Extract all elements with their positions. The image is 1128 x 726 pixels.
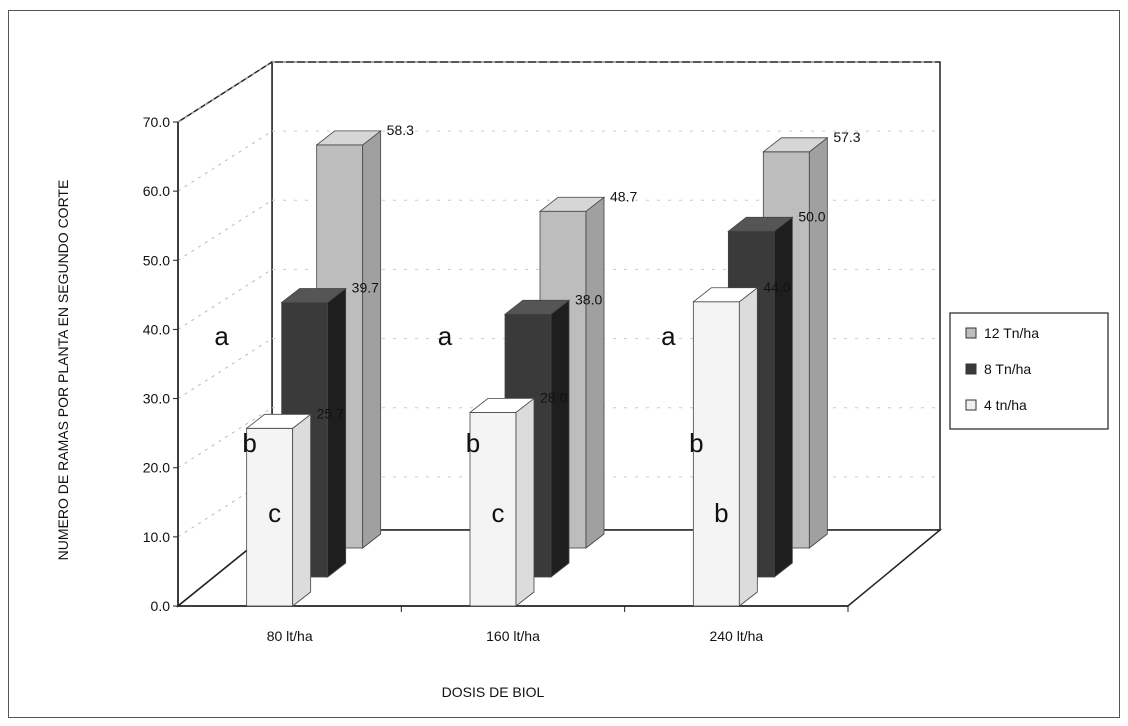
legend-label: 12 Tn/ha bbox=[984, 325, 1039, 341]
x-tick-labels: 80 lt/ha 160 lt/ha 240 lt/ha bbox=[267, 606, 849, 644]
y-axis-title: NUMERO DE RAMAS POR PLANTA EN SEGUNDO CO… bbox=[55, 180, 71, 561]
significance-letter: c bbox=[492, 498, 505, 528]
significance-letter: c bbox=[268, 498, 281, 528]
data-label: 50.0 bbox=[798, 208, 825, 224]
data-label: 39.7 bbox=[352, 280, 379, 296]
y-tick-label: 60.0 bbox=[143, 183, 170, 199]
bar-top bbox=[762, 137, 829, 153]
bar-side bbox=[808, 136, 828, 549]
significance-letter: a bbox=[661, 321, 676, 351]
bar-top bbox=[727, 216, 794, 232]
data-label: 58.3 bbox=[387, 122, 414, 138]
bar-top bbox=[280, 288, 347, 303]
bar-top bbox=[692, 287, 759, 303]
legend-label: 4 tn/ha bbox=[984, 397, 1027, 413]
y-tick-label: 10.0 bbox=[143, 529, 170, 545]
data-label: 28.0 bbox=[540, 389, 567, 405]
gridline-side bbox=[177, 476, 273, 538]
data-label: 44.0 bbox=[763, 279, 790, 295]
legend-swatch bbox=[965, 399, 977, 411]
legend-label: 8 Tn/ha bbox=[984, 361, 1031, 377]
bars bbox=[245, 130, 829, 607]
bar-side bbox=[738, 286, 758, 607]
significance-letter: a bbox=[214, 321, 229, 351]
bar-side bbox=[362, 130, 382, 549]
bar-side bbox=[773, 216, 793, 578]
bar-side bbox=[515, 397, 535, 607]
bar-side bbox=[550, 299, 570, 578]
x-tick-label: 160 lt/ha bbox=[486, 628, 540, 644]
gridline-side bbox=[177, 269, 273, 330]
significance-letter: a bbox=[438, 321, 453, 351]
x-tick-label: 240 lt/ha bbox=[709, 628, 763, 644]
legend-swatch bbox=[965, 327, 977, 339]
data-labels: 58.3 48.7 57.3 39.7 38.0 50.0 25.7 28.0 44.0 bbox=[317, 122, 861, 421]
x-tick-label: 80 lt/ha bbox=[267, 628, 313, 644]
significance-letter: b bbox=[714, 498, 728, 528]
bar-side bbox=[585, 196, 605, 549]
data-label: 48.7 bbox=[610, 188, 637, 204]
x-axis-title: DOSIS DE BIOL bbox=[442, 684, 545, 700]
chart-frame bbox=[8, 10, 1120, 718]
significance-letter: b bbox=[242, 428, 256, 458]
legend: 12 Tn/ha 8 Tn/ha 4 tn/ha bbox=[949, 312, 1109, 430]
bar-top bbox=[245, 413, 312, 429]
y-tick-label: 50.0 bbox=[143, 252, 170, 268]
gridline-side bbox=[177, 199, 273, 261]
gridline-side bbox=[177, 130, 273, 192]
gridline-side bbox=[177, 407, 273, 469]
significance-letters: a b c a b c a b b bbox=[214, 321, 728, 528]
data-label: 25.7 bbox=[317, 405, 344, 421]
y-tick-label: 70.0 bbox=[143, 114, 170, 130]
y-tick-label: 20.0 bbox=[143, 460, 170, 476]
gridline-side bbox=[177, 61, 273, 123]
significance-letter: b bbox=[466, 428, 480, 458]
gridline-side bbox=[177, 338, 273, 399]
data-label: 57.3 bbox=[833, 129, 860, 145]
legend-swatch bbox=[965, 363, 977, 375]
y-tick-labels: 0.0 10.0 20.0 30.0 40.0 50.0 60.0 70.0 bbox=[143, 114, 178, 614]
bar-top bbox=[315, 130, 382, 146]
bar-side bbox=[327, 287, 347, 578]
bar-top bbox=[468, 397, 536, 413]
significance-letter: b bbox=[689, 428, 703, 458]
bar-top bbox=[538, 196, 606, 212]
data-label: 38.0 bbox=[575, 291, 602, 307]
y-tick-label: 40.0 bbox=[143, 321, 170, 337]
gridlines bbox=[177, 61, 940, 607]
bar-2-0 bbox=[246, 427, 294, 607]
bar-top bbox=[503, 299, 571, 315]
y-tick-label: 30.0 bbox=[143, 391, 170, 407]
y-tick-label: 0.0 bbox=[151, 598, 171, 614]
bar-side bbox=[292, 413, 312, 607]
bar-2-2 bbox=[692, 301, 740, 607]
